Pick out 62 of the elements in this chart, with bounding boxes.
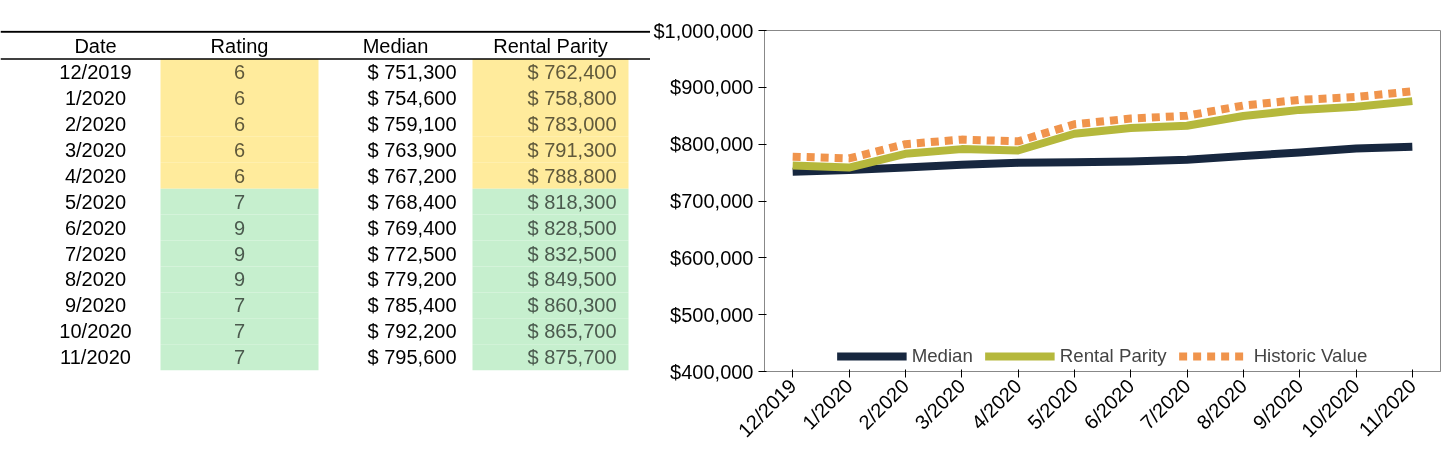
y-tick-label: $500,000: [670, 303, 754, 326]
category-label: 3/2020: [64, 138, 127, 161]
data-label: 9: [233, 216, 246, 239]
category-label: 10/2020: [59, 320, 132, 343]
data-label: $ 759,100: [367, 112, 457, 135]
data-label: $ 785,400: [367, 294, 457, 317]
data-label: $ 828,500: [527, 216, 617, 239]
data-label: $ 768,400: [367, 190, 457, 213]
series-label: Rating: [210, 35, 269, 58]
category-label: 4/2020: [64, 164, 127, 187]
data-label: 7: [233, 346, 246, 369]
data-label: 7: [233, 190, 246, 213]
data-label: $ 788,800: [527, 164, 617, 187]
data-label: $ 783,000: [527, 112, 617, 135]
y-tick-label: $800,000: [670, 133, 754, 156]
legend-label: Rental Parity: [1059, 345, 1167, 367]
category-label: 5/2020: [64, 190, 127, 213]
category-label: 8/2020: [64, 268, 127, 291]
data-label: $ 792,200: [367, 320, 457, 343]
y-tick-label: $400,000: [670, 360, 754, 383]
data-label: 6: [233, 164, 246, 187]
data-label: 6: [233, 86, 246, 109]
data-label: $ 832,500: [527, 242, 617, 265]
data-label: 6: [233, 60, 246, 83]
data-label: $ 767,200: [367, 164, 457, 187]
data-label: 7: [233, 294, 246, 317]
data-label: 7: [233, 320, 246, 343]
category-label: 7/2020: [64, 242, 127, 265]
category-label: 12/2019: [59, 60, 132, 83]
data-label: $ 875,700: [527, 346, 617, 369]
y-tick-label: $700,000: [670, 190, 754, 212]
data-label: $ 779,200: [367, 268, 457, 291]
data-label: $ 762,400: [527, 60, 617, 83]
y-tick-label: $1,000,000: [653, 19, 754, 42]
data-label: $ 763,900: [367, 138, 457, 161]
data-label: $ 769,400: [367, 216, 457, 239]
data-label: $ 795,600: [367, 346, 457, 369]
data-label: 6: [233, 112, 246, 135]
data-label: $ 758,800: [527, 86, 617, 109]
data-label: 9: [233, 242, 246, 265]
category-label: 6/2020: [64, 216, 127, 239]
legend-label: Historic Value: [1253, 345, 1368, 367]
data-label: 9: [233, 268, 246, 291]
data-label: $ 818,300: [527, 190, 617, 213]
data-label: $ 860,300: [527, 294, 617, 317]
y-tick-label: $600,000: [670, 246, 754, 269]
y-tick-label: $900,000: [670, 76, 754, 99]
legend-label: Median: [911, 345, 973, 367]
data-label: 6: [233, 138, 246, 161]
data-label: $ 791,300: [527, 138, 617, 161]
category-label: 1/2020: [64, 86, 127, 109]
data-label: $ 865,700: [527, 320, 617, 343]
category-label: 11/2020: [60, 346, 131, 369]
category-label: 9/2020: [64, 294, 127, 317]
data-label: $ 751,300: [367, 60, 457, 83]
data-label: $ 772,500: [367, 242, 457, 265]
text: Date: [74, 35, 117, 58]
series-label: Rental Parity: [493, 35, 608, 58]
data-label: $ 754,600: [367, 86, 457, 109]
category-label: 2/2020: [64, 112, 127, 135]
legend-label: Median: [362, 35, 429, 58]
data-label: $ 849,500: [527, 268, 617, 291]
